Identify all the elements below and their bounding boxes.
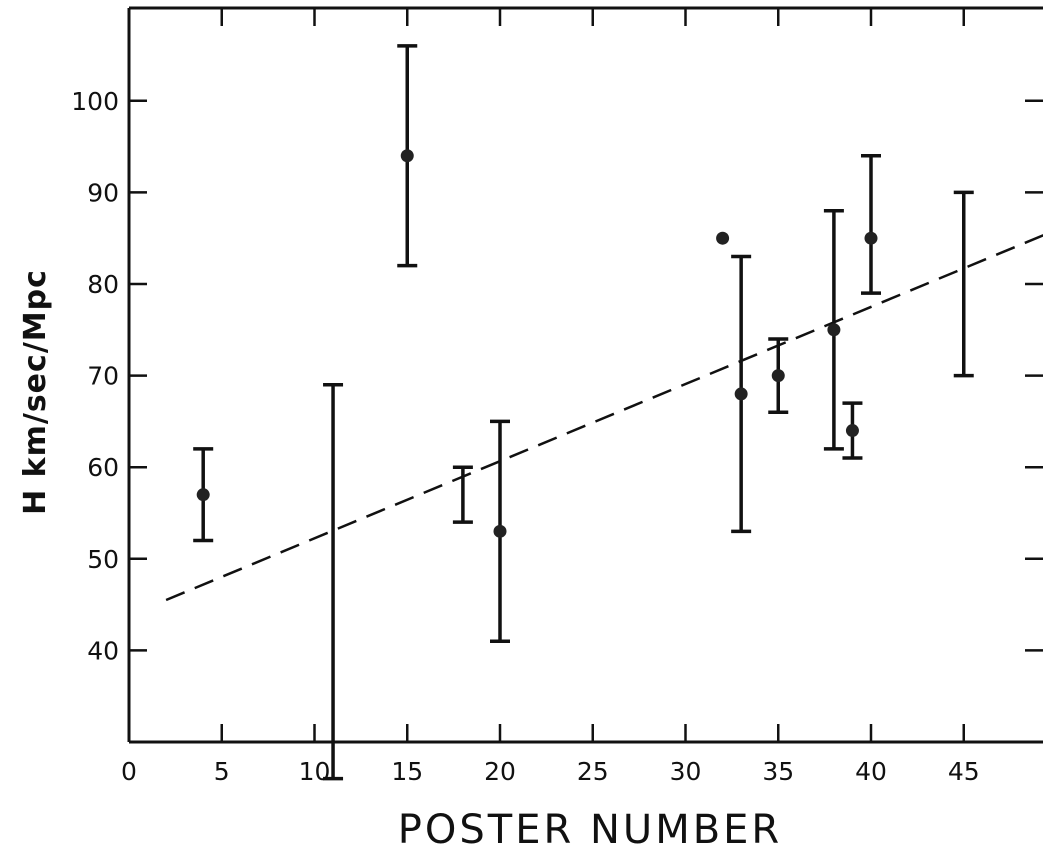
- x-tick-label: 30: [670, 757, 702, 786]
- x-tick-label: 5: [214, 757, 230, 786]
- data-point: [196, 488, 210, 502]
- x-axis-title: POSTER NUMBER: [398, 807, 782, 853]
- error-bar: [323, 383, 344, 781]
- data-point: [845, 424, 859, 438]
- y-tick-label: 90: [87, 178, 119, 207]
- data-point: [400, 149, 414, 163]
- x-tick-label: 45: [948, 757, 980, 786]
- data-point: [827, 323, 841, 337]
- tick-marks: [127, 8, 1043, 742]
- y-tick-label: 100: [71, 87, 119, 116]
- fit-line-group: [165, 234, 1043, 602]
- error-bar: [452, 465, 473, 524]
- data-point: [864, 231, 878, 245]
- x-tick-label: 25: [577, 757, 609, 786]
- data-series: [193, 44, 974, 781]
- x-tick-label: 0: [121, 757, 137, 786]
- tick-labels: 0 5 10 15 20 25 30 35 40 45 40 50 60 70 80 90 100: [71, 87, 979, 786]
- x-tick-label: 40: [855, 757, 887, 786]
- data-point: [716, 231, 730, 245]
- y-tick-label: 80: [87, 270, 119, 299]
- y-tick-label: 70: [87, 362, 119, 391]
- data-point: [493, 524, 507, 538]
- x-tick-label: 15: [391, 757, 423, 786]
- x-tick-label: 35: [762, 757, 794, 786]
- data-point: [734, 387, 748, 401]
- error-bar: [861, 154, 881, 295]
- y-tick-label: 40: [87, 636, 119, 665]
- y-tick-label: 60: [87, 453, 119, 482]
- x-tick-label: 10: [299, 757, 331, 786]
- error-bar: [953, 190, 974, 378]
- data-point: [771, 369, 785, 383]
- fit-line: [165, 234, 1043, 602]
- x-tick-label: 20: [484, 757, 516, 786]
- plot-frame: [127, 6, 1043, 744]
- y-axis-title: H km/sec/Mpc: [18, 269, 53, 515]
- y-tick-label: 50: [87, 545, 119, 574]
